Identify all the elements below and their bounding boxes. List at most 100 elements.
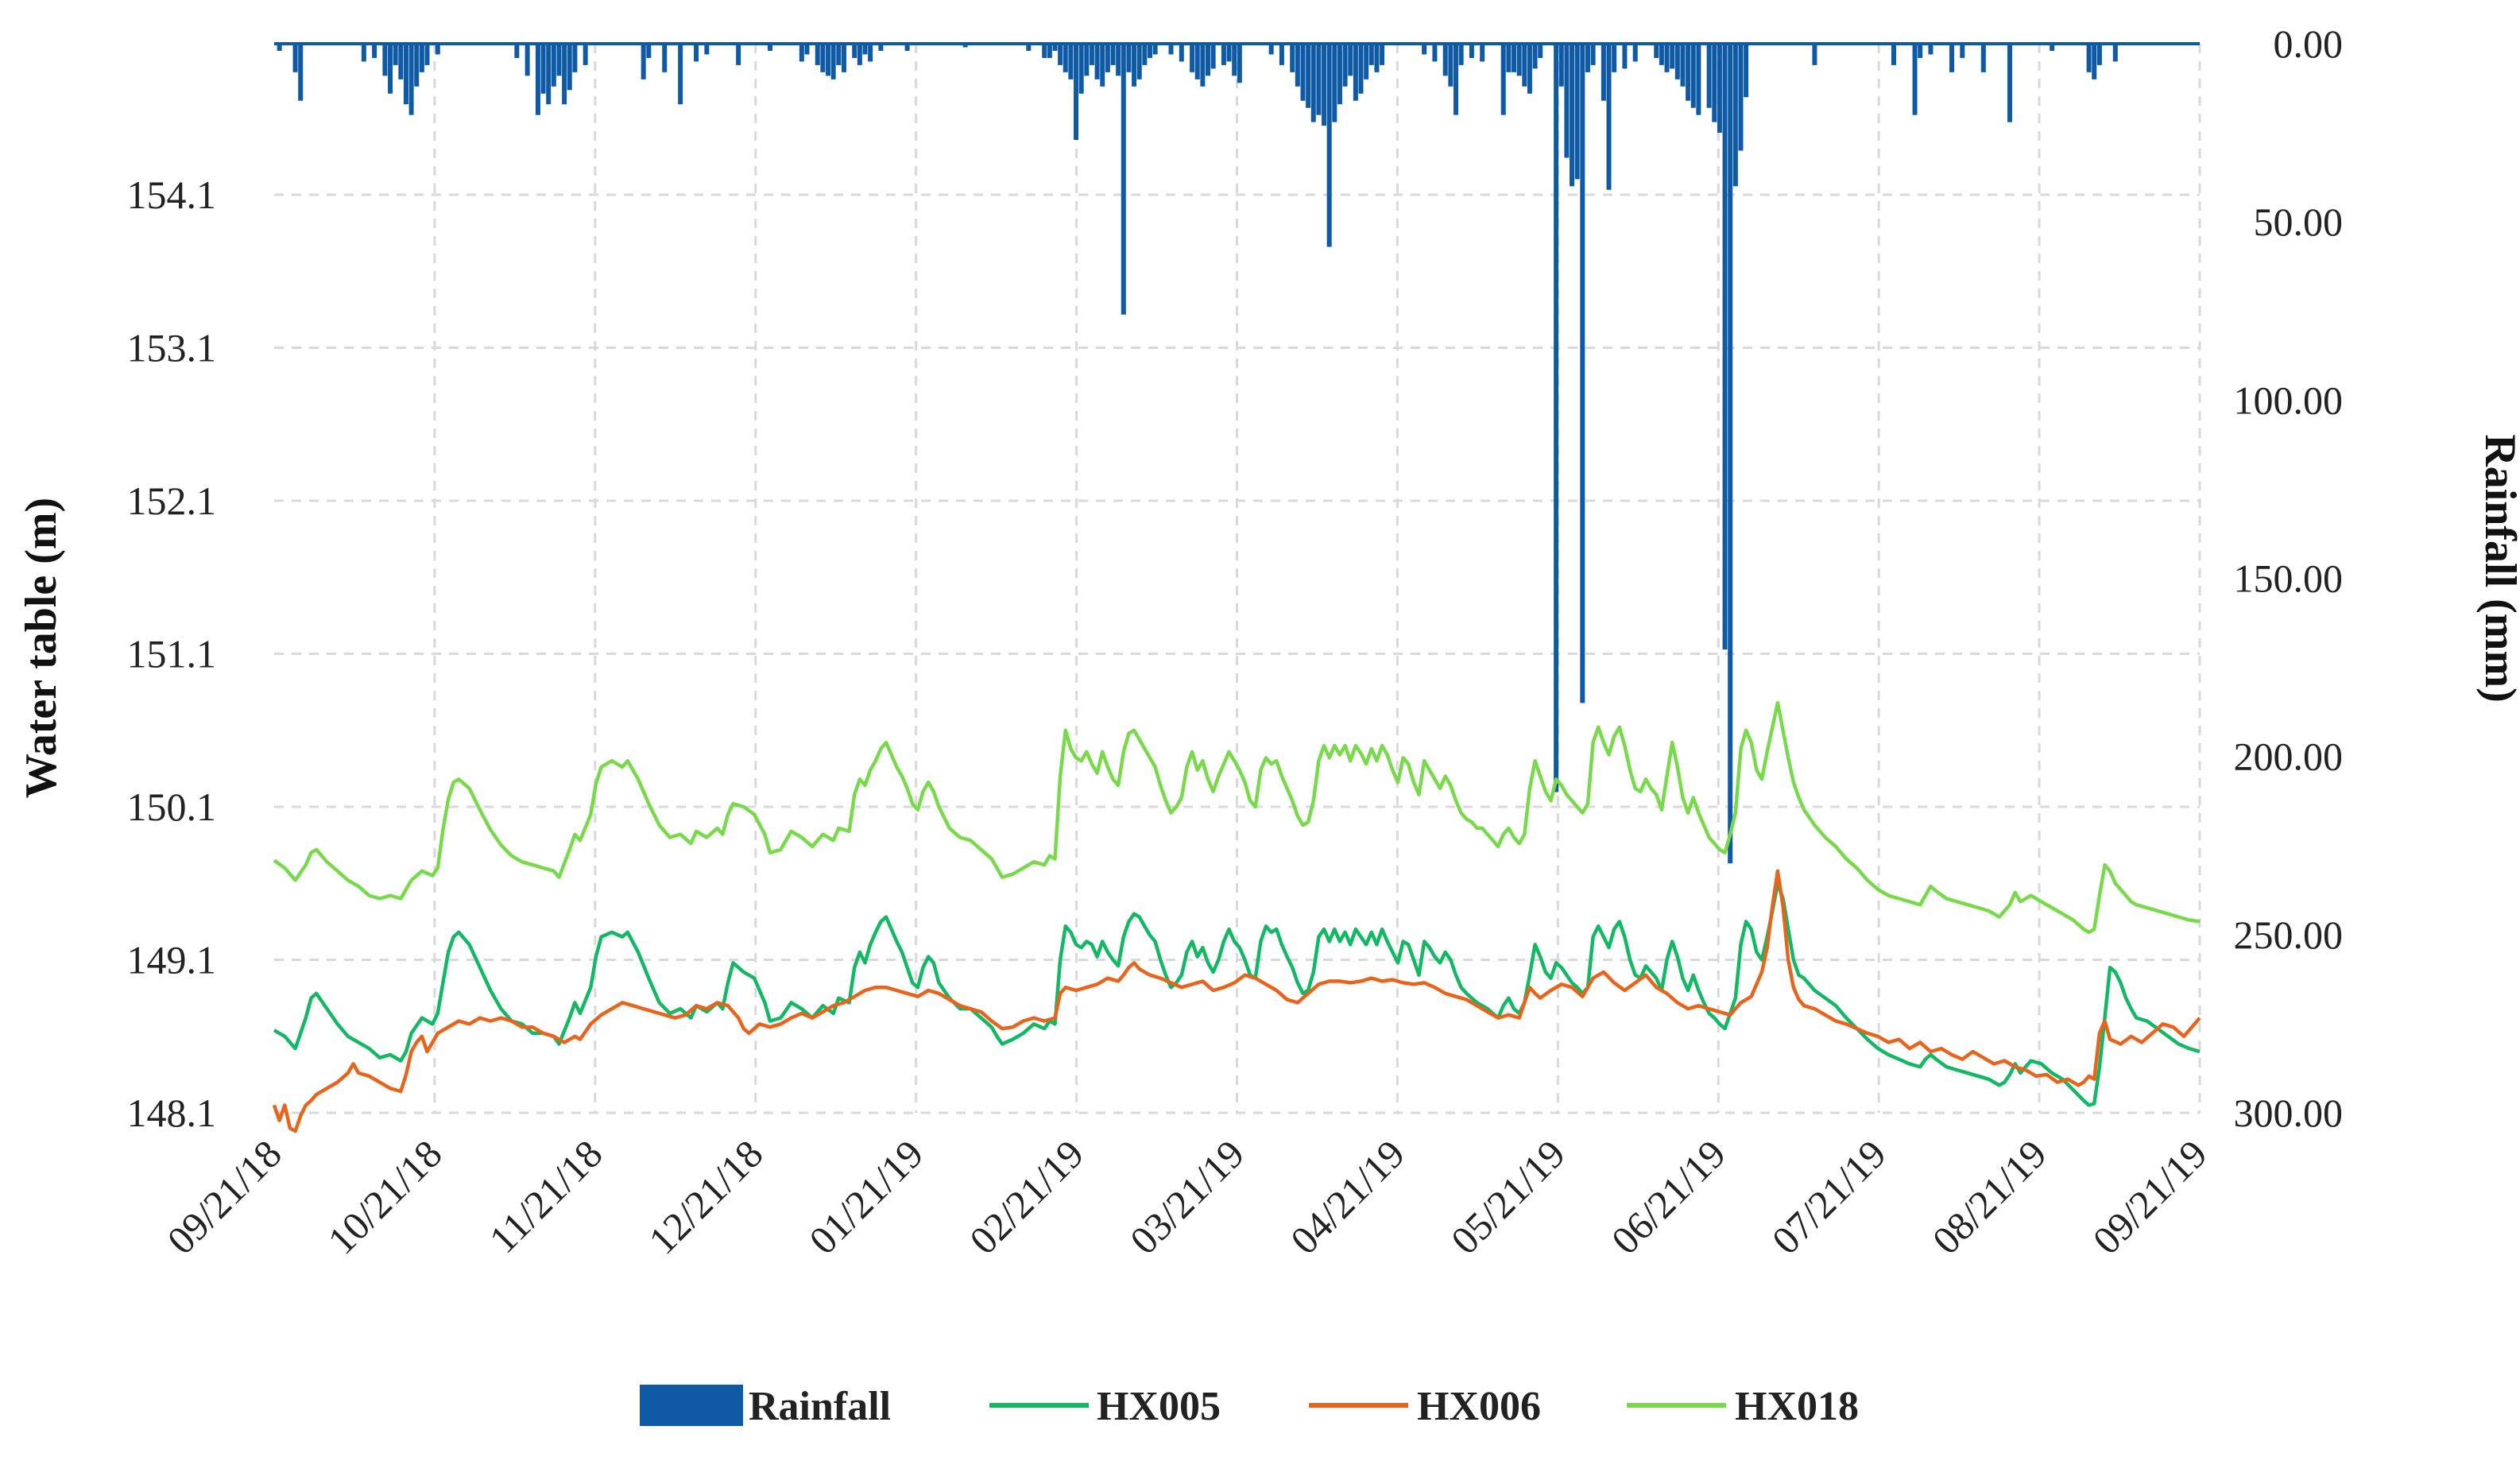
rainfall-bar <box>862 44 868 55</box>
rainfall-bar <box>1564 44 1570 158</box>
legend-label: HX018 <box>1735 1384 1859 1429</box>
rainfall-bar <box>1047 44 1052 58</box>
left-y-axis: 148.1 149.1 150.1 151.1 152.1 153.1 154.1 <box>127 172 217 1135</box>
rainfall-bar <box>1094 44 1100 79</box>
rainfall-bar <box>1654 44 1659 58</box>
rainfall-bar <box>836 44 842 65</box>
rainfall-bar <box>1585 44 1590 72</box>
rainfall-bar <box>1190 44 1195 72</box>
right-tick-label: 100.00 <box>2234 378 2344 422</box>
rainfall-bar <box>1744 44 1749 98</box>
x-tick-label: 04/21/19 <box>1282 1131 1413 1262</box>
right-tick-label: 50.00 <box>2254 200 2344 244</box>
rainfall-bar <box>768 44 773 51</box>
rainfall-bar <box>1205 44 1210 76</box>
rainfall-bar <box>1512 44 1517 72</box>
rainfall-bar <box>799 44 804 62</box>
left-tick-label: 148.1 <box>127 1091 217 1135</box>
rainfall-bar <box>1322 44 1327 126</box>
rainfall-bar <box>1432 44 1438 62</box>
rainfall-bar <box>852 44 857 58</box>
rainfall-bar <box>641 44 646 79</box>
rainfall-bar <box>583 44 588 65</box>
rainfall-bar <box>1632 44 1638 62</box>
rainfall-bar <box>1374 44 1380 72</box>
rainfall-bar <box>372 44 377 58</box>
rainfall-bar <box>298 44 304 101</box>
rainfall-bar <box>1142 44 1148 65</box>
rainfall-bar <box>403 44 408 105</box>
legend-swatch-bar <box>640 1385 743 1426</box>
rainfall-bar <box>1337 44 1342 105</box>
rainfall-bar <box>551 44 556 87</box>
rainfall-bar <box>1580 44 1585 703</box>
rainfall-bar <box>857 44 862 65</box>
x-tick-label: 08/21/19 <box>1924 1131 2055 1262</box>
rainfall-bar <box>1458 44 1464 65</box>
rainfall-bar <box>1918 44 1923 58</box>
series-line-hx006 <box>272 869 2201 1133</box>
rainfall-bar <box>1168 44 1174 55</box>
rainfall-bar <box>1506 44 1512 72</box>
rainfall-bar <box>1368 44 1374 65</box>
rainfall-bar <box>1527 44 1532 94</box>
rainfall-bar <box>361 44 366 62</box>
legend-label: HX006 <box>1417 1384 1541 1429</box>
rainfall-bar <box>419 44 424 72</box>
rainfall-bar <box>1690 44 1696 108</box>
rainfall-bar <box>292 44 298 72</box>
rainfall-bar <box>572 44 578 72</box>
rainfall-bar <box>1712 44 1717 122</box>
rainfall-bar <box>1728 44 1733 864</box>
legend-label: HX005 <box>1097 1384 1221 1429</box>
rainfall-bar <box>1659 44 1664 65</box>
rainfall-bar <box>1290 44 1295 72</box>
rainfall-bar <box>2007 44 2013 122</box>
series-line-hx018 <box>273 700 2201 935</box>
rainfall-bar <box>1194 44 1200 79</box>
rainfall-bar <box>435 44 440 55</box>
rainfall-bar <box>1738 44 1744 151</box>
rainfall-bar <box>830 44 836 79</box>
rainfall-bar <box>1074 44 1079 141</box>
rainfall-bar <box>1453 44 1458 115</box>
rainfall-bar <box>1210 44 1216 69</box>
rainfall-bar <box>1674 44 1680 79</box>
rainfall-bar <box>1332 44 1337 122</box>
rainfall-bar <box>1348 44 1353 76</box>
right-y-axis: 0.00 50.00 100.00 150.00 200.00 250.00 300.00 <box>2234 21 2344 1135</box>
rainfall-bar <box>546 44 552 105</box>
rainfall-bar <box>1279 44 1284 65</box>
rainfall-bar <box>662 44 668 72</box>
left-tick-label: 150.1 <box>127 785 217 829</box>
rainfall-bar <box>1574 44 1580 180</box>
rainfall-bar <box>414 44 420 87</box>
rainfall-bar <box>1221 44 1226 65</box>
x-tick-label: 03/21/19 <box>1121 1131 1252 1262</box>
rainfall-bar <box>1680 44 1686 87</box>
rainfall-bar <box>1812 44 1817 65</box>
rainfall-bar <box>393 44 398 65</box>
rainfall-bar <box>878 44 884 51</box>
rainfall-bar <box>1601 44 1606 101</box>
rainfall-bar <box>1912 44 1918 115</box>
rainfall-bar <box>1538 44 1543 58</box>
rainfall-bar <box>694 44 699 62</box>
left-tick-label: 151.1 <box>127 632 217 676</box>
rainfall-bar <box>804 44 810 55</box>
rainfall-bar <box>1316 44 1322 115</box>
rainfall-bar <box>1928 44 1934 55</box>
x-tick-label: 01/21/19 <box>800 1131 931 1262</box>
rainfall-bar <box>1179 44 1184 62</box>
rainfall-bar <box>1732 44 1738 187</box>
rainfall-bar <box>1226 44 1232 62</box>
grid-layer <box>274 42 2201 1114</box>
rainfall-bar <box>1300 44 1306 101</box>
rainfall-bar <box>1480 44 1485 62</box>
rainfall-bar <box>1295 44 1300 87</box>
rainfall-bar <box>1342 44 1348 87</box>
rainfall-bar <box>1152 44 1158 55</box>
x-tick-label: 06/21/19 <box>1603 1131 1734 1262</box>
right-tick-label: 200.00 <box>2234 734 2344 779</box>
